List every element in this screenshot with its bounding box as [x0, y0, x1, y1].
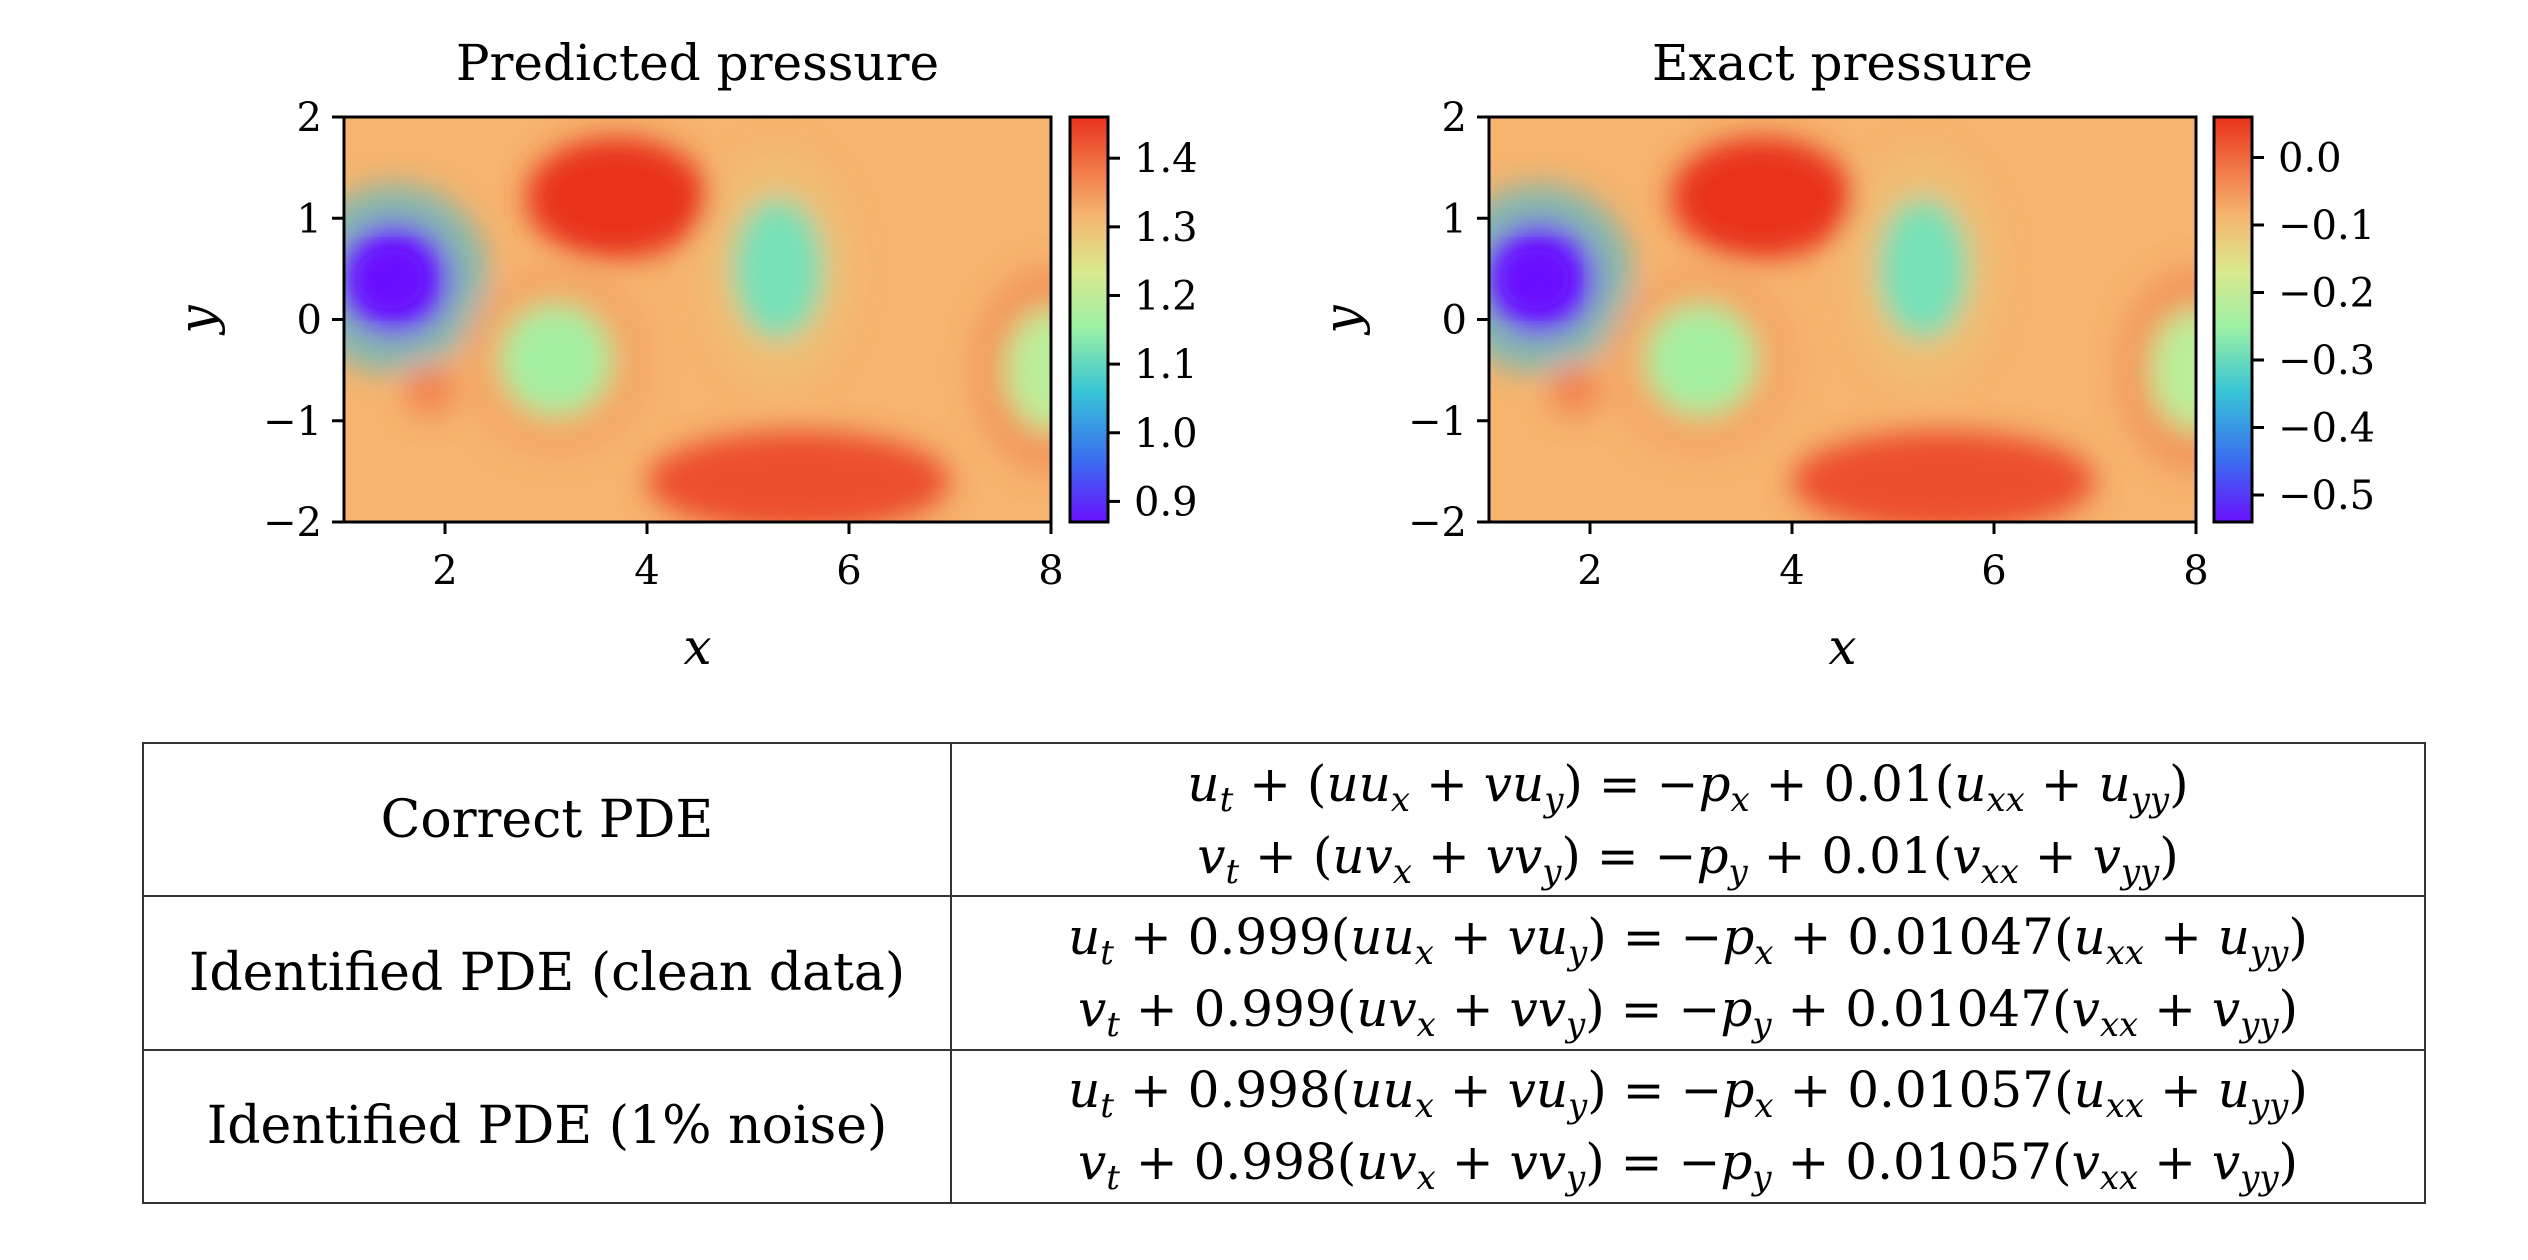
figure: Predicted pressure 2 4 6 8 2 1 0 −1 −2 x y 1.4 1.3 1.2… [168, 34, 2375, 676]
diffusion-coef: 0.01047 [1845, 979, 2053, 1038]
diffusion-coef: 0.01057 [1847, 1061, 2054, 1120]
diffusion-coef: 0.01 [1821, 826, 1933, 885]
table-row: Identified PDE (clean data) ut + 0.999(u… [142, 895, 2426, 1051]
colorbar-tick-label: 1.2 [1134, 273, 1198, 319]
y-tick-label: −2 [263, 500, 322, 546]
colorbar-tick-label: 1.3 [1134, 205, 1198, 251]
convection-coef: 0.999 [1193, 979, 1337, 1038]
y-tick-label: 1 [1442, 196, 1467, 242]
diffusion-coef: 0.01 [1823, 754, 1935, 813]
pressure-field [344, 117, 1051, 522]
equation-cell: ut + 0.998(uux + vuy) = −px + 0.01057(ux… [950, 1048, 2426, 1205]
colorbar-tick-label: 1.4 [1134, 136, 1198, 182]
convection-coef: 0.998 [1187, 1061, 1331, 1120]
x-axis-label: x [1828, 618, 1856, 676]
row-label-noise: Identified PDE (1% noise) [142, 1048, 952, 1205]
y-tick-label: −2 [1408, 500, 1467, 546]
x-tick-label: 8 [2183, 548, 2208, 594]
field-feature-small-high [404, 365, 456, 416]
y-tick-label: 0 [1442, 298, 1467, 344]
field-feature-mid-oval-lower [500, 304, 612, 416]
colorbar-tick-label: −0.5 [2278, 473, 2375, 519]
x-tick-label: 6 [1981, 548, 2006, 594]
pde-table: Correct PDE ut + (uux + vuy) = −px + 0.0… [142, 741, 2426, 1205]
heatmap-panel-1: Predicted pressure 2 4 6 8 2 1 0 −1 −2 x y 1.4 1.3 1.2… [168, 34, 1198, 676]
x-tick-label: 2 [1577, 548, 1602, 594]
y-tick-label: 1 [297, 196, 322, 242]
row-label-clean: Identified PDE (clean data) [142, 895, 952, 1051]
colorbar-tick-label: −0.3 [2278, 338, 2375, 384]
equation-v: vt + (uvx + vvy) = −py + 0.01(vxx + vyy) [1197, 826, 2179, 892]
x-tick-label: 6 [836, 548, 861, 594]
colorbar-tick-label: −0.2 [2278, 271, 2375, 317]
equation-cell: ut + (uux + vuy) = −px + 0.01(uxx + uyy)… [950, 741, 2426, 898]
equation-u: ut + 0.998(uux + vuy) = −px + 0.01057(ux… [1068, 1061, 2308, 1127]
equation-v: vt + 0.998(uvx + vvy) = −py + 0.01057(vx… [1077, 1133, 2299, 1199]
colorbar-gradient [2212, 115, 2254, 524]
colorbar-tick-label: 0.0 [2278, 136, 2342, 182]
row-label-correct: Correct PDE [142, 741, 952, 898]
equation-cell: ut + 0.999(uux + vuy) = −px + 0.01047(ux… [950, 895, 2426, 1051]
colorbar-tick-label: −0.1 [2278, 203, 2375, 249]
field-feature-high-top [525, 137, 708, 259]
colorbar-tick-label: −0.4 [2278, 406, 2375, 452]
convection-coef: 0.998 [1193, 1133, 1337, 1192]
colorbar: 0.0 −0.1 −0.2 −0.3 −0.4 −0.5 [2212, 115, 2375, 524]
y-tick-label: 2 [1442, 95, 1467, 141]
x-tick-label: 4 [634, 548, 659, 594]
colorbar-tick-label: 1.1 [1134, 342, 1198, 388]
equation-u: ut + 0.999(uux + vuy) = −px + 0.01047(ux… [1068, 907, 2308, 973]
field-feature-high-bottom [647, 430, 950, 522]
colorbar-gradient [1068, 115, 1110, 524]
y-axis-label: y [168, 305, 226, 336]
equation-v: vt + 0.999(uvx + vvy) = −py + 0.01047(vx… [1077, 979, 2299, 1045]
x-tick-label: 4 [1779, 548, 1804, 594]
x-axis-label: x [683, 618, 711, 676]
y-tick-label: −1 [1408, 399, 1467, 445]
y-axis-label: y [1313, 305, 1371, 336]
diffusion-coef: 0.01057 [1845, 1133, 2053, 1192]
y-tick-label: 2 [297, 95, 322, 141]
pressure-field [1489, 117, 2196, 522]
field-feature-high-top [1670, 137, 1853, 259]
colorbar-tick-label: 0.9 [1134, 479, 1198, 525]
colorbar: 1.4 1.3 1.2 1.1 1.0 0.9 [1068, 115, 1198, 525]
chart-title: Predicted pressure [456, 34, 939, 92]
equation-u: ut + (uux + vuy) = −px + 0.01(uxx + uyy) [1187, 754, 2189, 820]
table-row: Identified PDE (1% noise) ut + 0.998(uux… [142, 1048, 2426, 1205]
colorbar-tick-label: 1.0 [1134, 411, 1198, 457]
field-feature-high-bottom [1792, 430, 2095, 522]
field-feature-min-core [356, 249, 425, 309]
convection-coef: 0.999 [1187, 907, 1331, 966]
diffusion-coef: 0.01047 [1847, 907, 2054, 966]
field-feature-right-edge-mid [2150, 309, 2196, 431]
x-tick-label: 2 [432, 548, 457, 594]
field-feature-mid-oval-upper [732, 198, 824, 340]
chart-title: Exact pressure [1652, 34, 2033, 92]
field-feature-mid-oval-upper [1877, 198, 1969, 340]
field-feature-small-high [1549, 365, 1601, 416]
field-feature-right-edge-mid [1005, 309, 1051, 431]
y-tick-label: 0 [297, 298, 322, 344]
heatmap-panel-2: Exact pressure 2 4 6 8 2 1 0 −1 −2 x y 0.0 −0.1 −0.2 −0… [1313, 34, 2375, 676]
table-row: Correct PDE ut + (uux + vuy) = −px + 0.0… [142, 741, 2426, 898]
x-tick-label: 8 [1038, 548, 1063, 594]
y-tick-label: −1 [263, 399, 322, 445]
field-feature-mid-oval-lower [1645, 304, 1757, 416]
field-feature-min-core [1501, 249, 1570, 309]
